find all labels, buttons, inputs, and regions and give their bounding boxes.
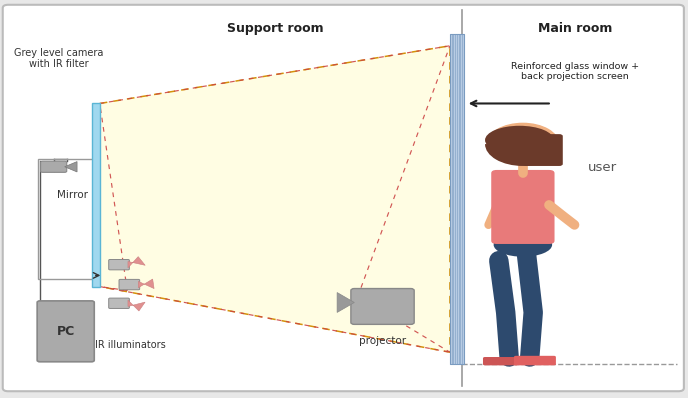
FancyBboxPatch shape [483, 357, 518, 365]
Text: IR illuminators: IR illuminators [96, 340, 166, 350]
FancyBboxPatch shape [514, 356, 556, 365]
Polygon shape [100, 46, 450, 352]
Text: Support room: Support room [227, 22, 323, 35]
FancyBboxPatch shape [41, 161, 67, 172]
FancyBboxPatch shape [491, 170, 555, 244]
Bar [92, 103, 100, 287]
Text: Grey level camera
with IR filter: Grey level camera with IR filter [14, 48, 103, 69]
Text: Main room: Main room [538, 22, 612, 35]
Wedge shape [485, 144, 561, 166]
FancyBboxPatch shape [109, 259, 129, 270]
FancyBboxPatch shape [109, 298, 129, 308]
FancyBboxPatch shape [523, 134, 563, 166]
Polygon shape [65, 162, 77, 172]
Polygon shape [138, 279, 154, 289]
Bar [450, 34, 464, 364]
FancyBboxPatch shape [37, 301, 94, 362]
Text: user: user [588, 161, 616, 174]
Polygon shape [128, 300, 145, 311]
Text: PC: PC [56, 325, 75, 338]
Polygon shape [337, 293, 354, 312]
Text: Reinforced glass window +
back projection screen: Reinforced glass window + back projectio… [511, 62, 639, 81]
Text: projector: projector [359, 336, 406, 346]
FancyBboxPatch shape [119, 279, 140, 290]
Ellipse shape [493, 233, 552, 257]
Polygon shape [128, 257, 145, 268]
Circle shape [487, 123, 559, 165]
Text: Mirror: Mirror [57, 190, 88, 200]
Ellipse shape [485, 126, 554, 154]
FancyBboxPatch shape [3, 5, 684, 391]
FancyBboxPatch shape [351, 289, 414, 324]
